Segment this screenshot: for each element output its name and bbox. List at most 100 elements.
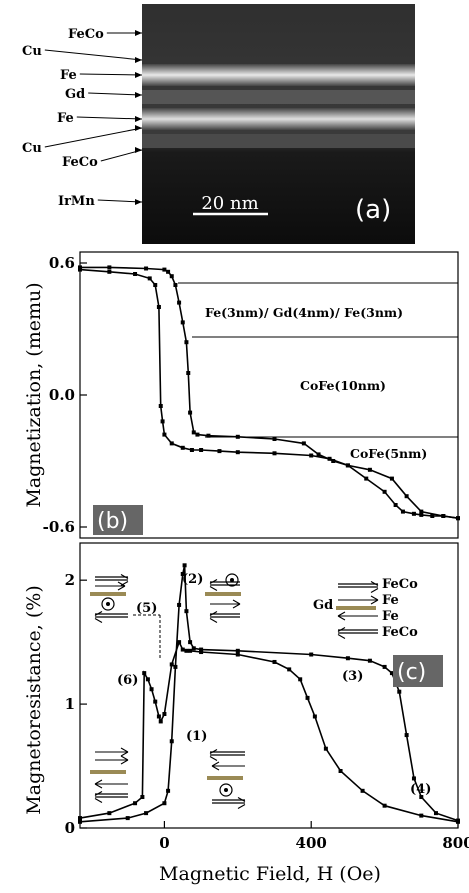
- data-point: [156, 305, 161, 309]
- arrowhead: [209, 579, 218, 591]
- data-point: [184, 340, 189, 345]
- data-point: [419, 813, 424, 818]
- data-point: [235, 652, 240, 657]
- data-point: [305, 695, 310, 700]
- gd-layer: [336, 606, 376, 610]
- layer-arrow-3: [88, 92, 143, 96]
- data-point: [316, 452, 321, 457]
- data-point: [162, 267, 167, 272]
- gd-layer: [90, 770, 126, 774]
- data-point: [169, 739, 174, 744]
- data-point: [78, 267, 82, 272]
- arrowhead: [120, 747, 129, 757]
- state-label-1: (1): [186, 729, 207, 744]
- data-point: [107, 265, 112, 270]
- gd-layer: [90, 592, 126, 596]
- data-point: [393, 503, 398, 507]
- data-point: [177, 300, 182, 305]
- data-point: [162, 801, 167, 806]
- y-tick-label: 2: [65, 571, 75, 589]
- data-point: [272, 437, 277, 441]
- data-point: [206, 433, 211, 438]
- annotation-cofe5: CoFe(5nm): [350, 446, 427, 461]
- state-label-2: (2): [182, 572, 203, 587]
- x-tick-label: 0: [159, 834, 169, 852]
- out-of-plane-icon: [225, 573, 239, 587]
- data-point: [144, 266, 149, 271]
- panel-c-xlabel: Magnetic Field, H (Oe): [159, 863, 381, 885]
- data-point: [404, 494, 409, 499]
- tem-band-cu: [142, 134, 415, 148]
- panel-c-ticks: 0 1 2 0 400 800: [65, 571, 469, 852]
- data-point: [382, 664, 387, 669]
- data-point: [419, 795, 424, 800]
- data-point: [235, 450, 240, 455]
- data-point: [382, 803, 387, 808]
- panel-b: Magnetization, (memu) 0.6 0.0 -0.6 Fe(3nm)…: [23, 251, 460, 539]
- y-tick-label: 0: [65, 819, 75, 837]
- data-point: [419, 509, 424, 514]
- magnetization-diagrams: [90, 573, 379, 809]
- layer-arrowhead-4: [135, 116, 142, 122]
- data-point: [133, 272, 138, 276]
- data-point: [191, 430, 196, 435]
- data-point: [182, 563, 187, 568]
- panel-c-ylabel: Magnetoresistance, (%): [23, 585, 45, 814]
- data-point: [142, 671, 147, 676]
- x-tick-label: 800: [442, 834, 469, 852]
- panel-c-series: [78, 563, 460, 824]
- data-point: [217, 449, 222, 454]
- data-point: [345, 463, 350, 468]
- panel-c: Magnetoresistance, (%) Magnetic Field, H…: [23, 542, 469, 885]
- series-line-1: [79, 565, 459, 823]
- layer-arrowhead-7: [135, 199, 142, 205]
- tem-band-upper: [142, 64, 415, 86]
- x-tick-label: 400: [296, 834, 327, 852]
- data-point: [441, 514, 446, 518]
- data-point: [180, 647, 185, 652]
- gd-layer: [207, 776, 243, 780]
- data-point: [382, 489, 387, 494]
- data-point: [144, 811, 149, 816]
- y-tick-label: 0.0: [49, 386, 75, 404]
- y-tick-label: 1: [65, 695, 75, 713]
- data-point: [107, 269, 112, 274]
- arrowhead: [94, 779, 103, 789]
- out-of-plane-icon: [219, 783, 233, 797]
- panel-c-tag-box: [393, 655, 443, 687]
- data-point: [456, 818, 460, 823]
- arrowhead: [209, 749, 218, 761]
- data-point: [272, 451, 277, 456]
- data-point: [323, 746, 328, 751]
- legend-feco-top: FeCo: [382, 577, 418, 592]
- data-point: [364, 476, 369, 481]
- data-point: [149, 687, 154, 692]
- arrowhead: [237, 797, 246, 809]
- arrowhead: [232, 599, 241, 609]
- data-point: [272, 659, 277, 664]
- state-label-5: (5): [136, 601, 157, 616]
- data-point: [158, 719, 163, 724]
- data-point: [430, 514, 435, 518]
- layer-arrowhead-0: [135, 30, 142, 36]
- data-point: [389, 671, 394, 676]
- data-point: [345, 656, 350, 661]
- data-point: [78, 265, 82, 270]
- layer-label-4: Fe: [57, 111, 74, 126]
- data-point: [162, 432, 167, 437]
- data-point: [400, 509, 405, 514]
- annotation-cofe10: CoFe(10nm): [300, 378, 386, 393]
- arrowhead: [370, 581, 379, 593]
- data-point: [147, 276, 152, 281]
- state-label-6: (6): [117, 673, 138, 688]
- data-point: [177, 640, 182, 645]
- data-point: [169, 662, 174, 667]
- data-point: [78, 819, 82, 824]
- data-point: [338, 769, 343, 773]
- data-point: [162, 712, 167, 716]
- data-point: [125, 816, 130, 821]
- data-point: [160, 419, 165, 424]
- data-point: [156, 714, 161, 719]
- legend-feco-bottom: FeCo: [382, 625, 418, 640]
